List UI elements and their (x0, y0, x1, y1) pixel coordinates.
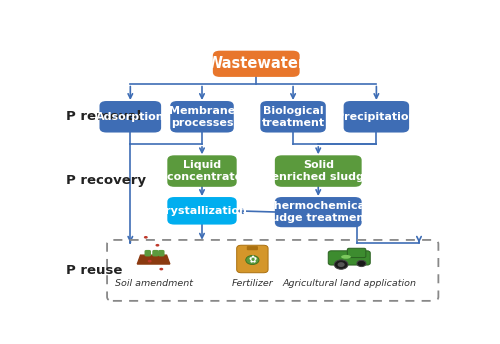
Text: Biological
treatment: Biological treatment (262, 106, 324, 128)
Text: Adsorption: Adsorption (96, 112, 164, 122)
FancyBboxPatch shape (344, 101, 409, 132)
Text: Solid
P-enriched sludges: Solid P-enriched sludges (259, 160, 378, 182)
Text: Precipitation: Precipitation (336, 112, 416, 122)
FancyBboxPatch shape (275, 197, 362, 227)
FancyBboxPatch shape (170, 101, 234, 132)
FancyBboxPatch shape (100, 101, 161, 132)
FancyBboxPatch shape (152, 250, 158, 257)
Circle shape (156, 244, 160, 247)
Circle shape (160, 268, 164, 270)
Text: Soil amendment: Soil amendment (114, 279, 192, 288)
Ellipse shape (341, 255, 351, 259)
FancyBboxPatch shape (275, 155, 362, 187)
Text: ✿: ✿ (248, 255, 256, 265)
FancyBboxPatch shape (168, 155, 236, 187)
FancyBboxPatch shape (348, 248, 366, 258)
Circle shape (338, 262, 344, 267)
Text: P recovery: P recovery (66, 174, 146, 187)
Text: P reuse: P reuse (66, 264, 123, 277)
Circle shape (357, 260, 366, 267)
Text: P removal: P removal (66, 110, 142, 123)
FancyBboxPatch shape (247, 246, 258, 250)
FancyBboxPatch shape (158, 250, 164, 257)
Circle shape (148, 260, 152, 262)
Circle shape (334, 260, 348, 269)
Text: Membrane
processes: Membrane processes (169, 106, 235, 128)
Text: Agricultural land application: Agricultural land application (282, 279, 416, 288)
Circle shape (246, 256, 259, 265)
Polygon shape (138, 255, 170, 264)
Text: Thermochemical
sludge treatments: Thermochemical sludge treatments (260, 201, 376, 223)
FancyBboxPatch shape (213, 51, 300, 77)
FancyBboxPatch shape (328, 251, 370, 265)
Text: Liquid
P concentrates: Liquid P concentrates (155, 160, 249, 182)
FancyBboxPatch shape (236, 245, 268, 273)
Text: Crystallization: Crystallization (157, 206, 247, 216)
FancyBboxPatch shape (168, 197, 236, 225)
FancyBboxPatch shape (144, 250, 151, 257)
FancyBboxPatch shape (260, 101, 326, 132)
Circle shape (144, 236, 148, 239)
Text: Fertilizer: Fertilizer (232, 279, 273, 288)
Text: Wastewater: Wastewater (206, 56, 306, 71)
